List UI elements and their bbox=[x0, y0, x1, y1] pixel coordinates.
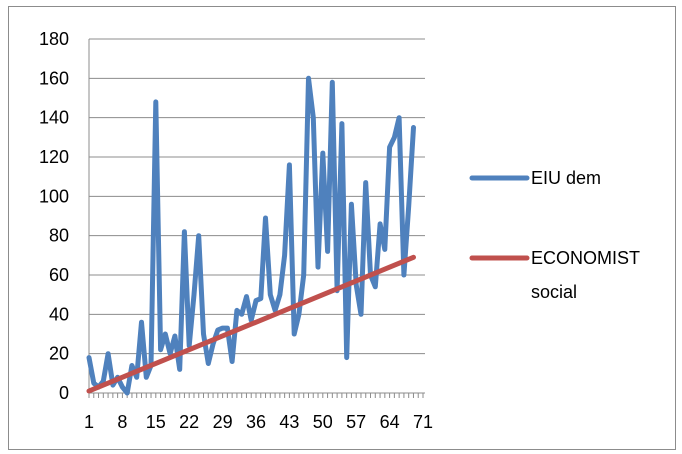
x-tick-label: 8 bbox=[117, 412, 127, 432]
y-tick-label: 180 bbox=[39, 29, 69, 49]
y-tick-label: 80 bbox=[49, 226, 69, 246]
x-tick-label: 22 bbox=[179, 412, 199, 432]
y-tick-label: 0 bbox=[59, 383, 69, 403]
x-tick-label: 64 bbox=[380, 412, 400, 432]
y-tick-label: 40 bbox=[49, 304, 69, 324]
x-tick-label: 36 bbox=[246, 412, 266, 432]
y-tick-label: 60 bbox=[49, 265, 69, 285]
y-tick-label: 160 bbox=[39, 68, 69, 88]
legend-label: EIU dem bbox=[531, 168, 601, 188]
x-tick-label: 43 bbox=[279, 412, 299, 432]
y-tick-label: 20 bbox=[49, 344, 69, 364]
y-tick-label: 140 bbox=[39, 108, 69, 128]
x-tick-label: 29 bbox=[213, 412, 233, 432]
x-tick-label: 57 bbox=[346, 412, 366, 432]
series-line-eiu-dem bbox=[86, 75, 416, 396]
legend-label: ECONOMIST social bbox=[531, 248, 640, 302]
x-tick-label: 15 bbox=[146, 412, 166, 432]
y-tick-label: 100 bbox=[39, 186, 69, 206]
x-tick-label: 71 bbox=[413, 412, 433, 432]
y-tick-label: 120 bbox=[39, 147, 69, 167]
x-tick-label: 1 bbox=[84, 412, 94, 432]
x-tick-label: 50 bbox=[313, 412, 333, 432]
series-line-economist-social bbox=[86, 254, 416, 394]
